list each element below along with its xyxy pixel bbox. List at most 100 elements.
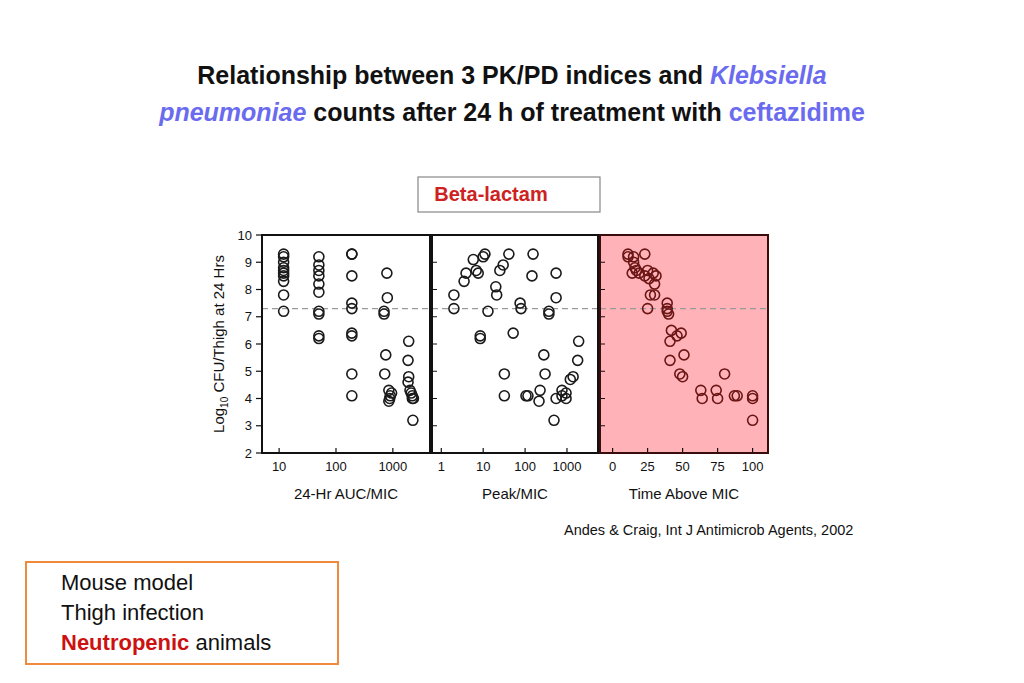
x-axis-label: 24-Hr AUC/MIC xyxy=(294,485,398,502)
data-point xyxy=(523,391,533,401)
y-tick-label: 3 xyxy=(245,418,252,433)
y-tick-label: 9 xyxy=(245,255,252,270)
data-point xyxy=(499,391,509,401)
panel: 234567891010100100024-Hr AUC/MICLog10 CF… xyxy=(210,228,430,503)
data-point xyxy=(539,350,549,360)
data-point xyxy=(279,306,289,316)
data-point xyxy=(403,355,413,365)
title-segment: counts after 24 h of treatment with xyxy=(306,98,728,126)
data-point xyxy=(651,271,661,281)
data-point xyxy=(382,293,392,303)
y-tick-label: 7 xyxy=(245,309,252,324)
data-point xyxy=(665,355,675,365)
y-tick-label: 4 xyxy=(245,391,252,406)
data-point xyxy=(561,394,571,404)
data-point xyxy=(643,304,653,314)
data-point xyxy=(404,336,414,346)
y-tick-label: 10 xyxy=(238,228,252,243)
data-point xyxy=(449,304,459,314)
page: { "slide": { "title_lines": [ [{"text": … xyxy=(0,0,1024,683)
data-point xyxy=(574,336,584,346)
reference-line xyxy=(600,308,768,309)
data-point xyxy=(347,304,357,314)
data-point xyxy=(473,268,483,278)
class-label: Beta-lactam xyxy=(434,183,547,205)
data-point xyxy=(551,268,561,278)
label-box xyxy=(418,177,600,212)
y-tick-label: 8 xyxy=(245,282,252,297)
data-point xyxy=(573,355,583,365)
data-point xyxy=(544,309,554,319)
x-tick-label: 1000 xyxy=(378,459,407,474)
x-tick-label: 100 xyxy=(514,459,536,474)
plot-frame xyxy=(262,235,430,453)
panel-highlight xyxy=(600,235,768,453)
data-point xyxy=(475,331,485,341)
data-point xyxy=(534,396,544,406)
data-point xyxy=(314,287,324,297)
data-point xyxy=(279,276,289,286)
data-point xyxy=(540,369,550,379)
data-point xyxy=(379,309,389,319)
info-box xyxy=(26,562,338,664)
data-point xyxy=(279,290,289,300)
panel: 0255075100Time Above MIC xyxy=(600,235,768,502)
y-tick-label: 6 xyxy=(245,337,252,352)
data-point xyxy=(648,268,658,278)
data-point xyxy=(549,415,559,425)
data-point xyxy=(384,396,394,406)
data-point xyxy=(380,369,390,379)
title-line: pneumoniae counts after 24 h of treatmen… xyxy=(158,98,865,126)
panel: 1 10 100 1000 Peak/MIC xyxy=(432,235,598,502)
data-point xyxy=(650,290,660,300)
data-point xyxy=(516,304,526,314)
points xyxy=(279,249,419,425)
y-tick-label: 5 xyxy=(245,364,252,379)
plot-frame xyxy=(432,235,598,453)
data-point xyxy=(676,328,686,338)
info-line: Neutropenic animals xyxy=(61,630,271,655)
x-tick-label: 0 xyxy=(609,459,616,474)
data-point xyxy=(527,271,537,281)
plot-frame xyxy=(600,235,768,453)
data-point xyxy=(732,391,742,401)
data-point xyxy=(679,350,689,360)
data-point xyxy=(492,290,502,300)
info-segment: Thigh infection xyxy=(61,600,204,625)
data-point xyxy=(483,306,493,316)
data-point xyxy=(449,290,459,300)
data-point xyxy=(748,394,758,404)
data-point xyxy=(504,249,514,259)
data-point xyxy=(468,255,478,265)
data-point xyxy=(314,309,324,319)
data-point xyxy=(498,260,508,270)
info-line: Thigh infection xyxy=(61,600,204,625)
x-axis-label: Peak/MIC xyxy=(482,485,548,502)
data-point xyxy=(347,249,357,259)
title-segment: pneumoniae xyxy=(158,98,306,126)
x-tick-label: 10 xyxy=(476,459,490,474)
x-tick-label: 75 xyxy=(710,459,724,474)
data-point xyxy=(407,394,417,404)
data-point xyxy=(347,331,357,341)
x-tick-label: 1 xyxy=(438,459,445,474)
data-point xyxy=(640,249,650,259)
data-point xyxy=(347,249,357,259)
data-point xyxy=(665,336,675,346)
data-point xyxy=(551,293,561,303)
data-point xyxy=(678,372,688,382)
data-point xyxy=(314,334,324,344)
x-tick-label: 1000 xyxy=(553,459,582,474)
info-segment: animals xyxy=(189,630,271,655)
data-point xyxy=(664,309,674,319)
citation: Andes & Craig, Int J Antimicrob Agents, … xyxy=(564,522,853,538)
data-point xyxy=(697,394,707,404)
title-segment: ceftazidime xyxy=(729,98,865,126)
data-point xyxy=(528,249,538,259)
data-point xyxy=(499,369,509,379)
data-point xyxy=(565,374,575,384)
info-segment: Neutropenic xyxy=(61,630,189,655)
data-point xyxy=(381,350,391,360)
info-segment: Mouse model xyxy=(61,570,193,595)
data-point xyxy=(461,268,471,278)
